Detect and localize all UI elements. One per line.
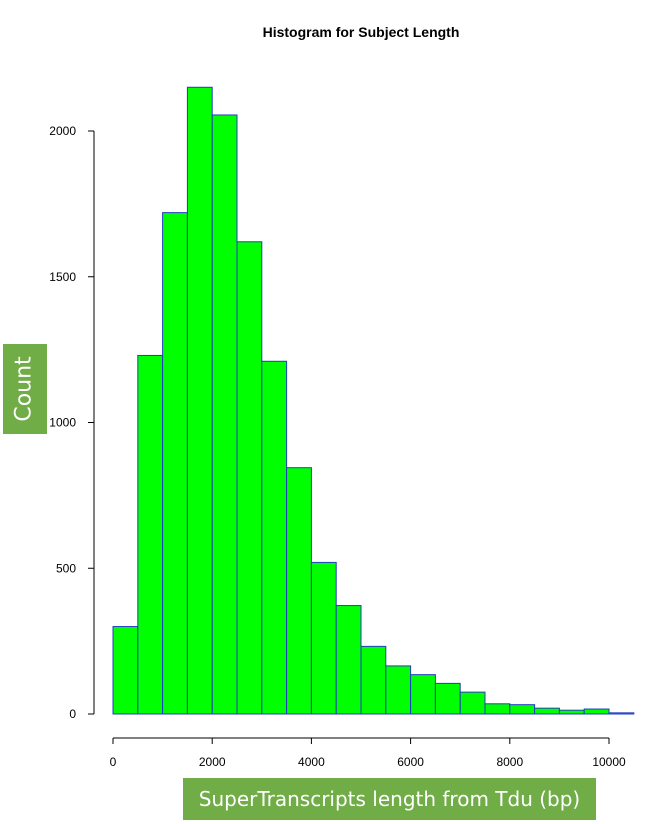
- chart-title: Histogram for Subject Length: [263, 24, 460, 40]
- x-tick-label: 10000: [592, 755, 626, 769]
- x-axis: 0 2000 4000 6000 8000 10000: [110, 737, 626, 769]
- histogram-bar: [186, 86, 213, 715]
- histogram-bar: [459, 691, 486, 715]
- histogram-bar: [310, 561, 337, 715]
- x-axis-label-box: SuperTranscripts length from Tdu (bp): [183, 778, 596, 820]
- x-tick-label: 4000: [298, 755, 325, 769]
- histogram-bar: [236, 241, 263, 715]
- x-tick-label: 2000: [199, 755, 226, 769]
- histogram-bar: [434, 682, 461, 715]
- histogram-bar: [558, 709, 585, 715]
- y-axis-label: Count: [12, 356, 37, 422]
- histogram-bar: [335, 605, 362, 715]
- x-tick-label: 0: [110, 755, 117, 769]
- y-tick-label: 1000: [49, 416, 76, 430]
- histogram-bar: [509, 704, 536, 715]
- histogram-bar: [410, 674, 436, 715]
- histogram-bar: [360, 645, 387, 715]
- histogram-bar: [162, 212, 188, 715]
- y-tick-label: 2000: [49, 124, 76, 138]
- histogram-bar: [608, 712, 635, 715]
- histogram-bar: [583, 708, 610, 715]
- y-axis-label-box: Count: [3, 344, 47, 434]
- histogram-bar: [385, 665, 412, 715]
- y-tick-label: 1500: [49, 270, 76, 284]
- histogram-bar: [137, 354, 164, 715]
- histogram-bar: [211, 114, 238, 715]
- histogram-bar: [484, 703, 511, 715]
- y-tick-label: 500: [56, 561, 76, 575]
- histogram-bar: [261, 360, 288, 715]
- bars-group: [112, 86, 635, 715]
- x-axis-label: SuperTranscripts length from Tdu (bp): [198, 787, 581, 811]
- y-tick-label: 0: [69, 707, 76, 721]
- y-axis: 0 500 1000 1500 2000: [49, 124, 95, 721]
- x-tick-label: 6000: [397, 755, 424, 769]
- x-tick-label: 8000: [496, 755, 523, 769]
- histogram-bar: [112, 626, 139, 715]
- histogram-bar: [286, 467, 312, 715]
- histogram-bar: [534, 707, 560, 715]
